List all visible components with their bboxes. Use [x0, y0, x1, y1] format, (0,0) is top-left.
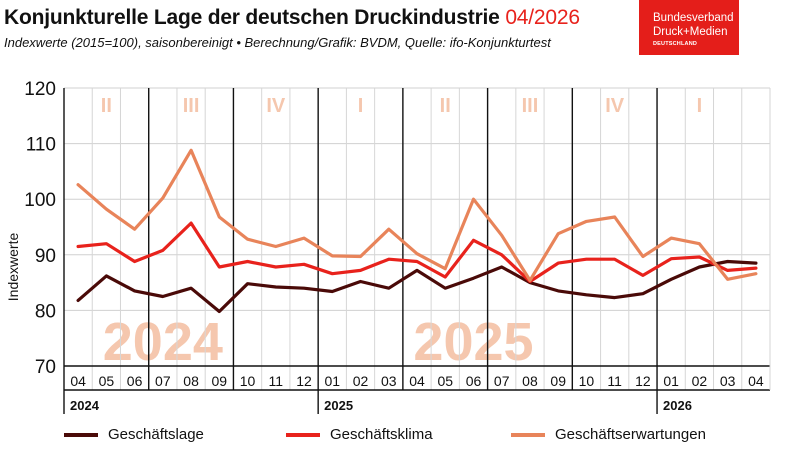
quarter-label: II — [440, 95, 451, 117]
title-text: Konjunkturelle Lage der deutschen Drucki… — [4, 6, 500, 29]
x-tick-label: 06 — [127, 373, 143, 389]
x-tick-label: 04 — [409, 373, 425, 389]
x-tick-label: 02 — [353, 373, 369, 389]
x-tick-label: 01 — [663, 373, 679, 389]
watermark-year-1: 2025 — [413, 312, 533, 372]
y-tick-label: 100 — [24, 190, 56, 211]
x-tick-label: 02 — [692, 373, 708, 389]
year-label: 2026 — [663, 398, 692, 413]
year-label: 2024 — [70, 398, 100, 413]
x-tick-label: 08 — [183, 373, 199, 389]
x-tick-label: 08 — [522, 373, 538, 389]
logo-line-1: Bundesverband — [653, 12, 734, 24]
bvdm-logo: Bundesverband Druck+Medien DEUTSCHLAND — [639, 0, 739, 55]
logo-line-2: Druck+Medien — [653, 26, 728, 38]
x-tick-label: 07 — [155, 373, 171, 389]
page-subtitle: Indexwerte (2015=100), saisonbereinigt •… — [4, 35, 551, 50]
title-date: 04/2026 — [505, 6, 580, 29]
legend-label-erwartungen: Geschäftserwartungen — [555, 426, 706, 443]
x-tick-label: 04 — [70, 373, 86, 389]
series-line-lage — [76, 259, 758, 314]
year-label: 2025 — [324, 398, 353, 413]
chart-legend: Geschäftslage Geschäftsklima Geschäftser… — [0, 426, 800, 448]
legend-swatch-erwartungen — [511, 432, 545, 437]
page-title: Konjunkturelle Lage der deutschen Drucki… — [4, 6, 580, 30]
quarter-label: III — [522, 95, 539, 117]
y-axis-label: Indexwerte — [5, 233, 21, 302]
series-line-erwartungen — [76, 148, 758, 282]
quarter-label: IV — [266, 95, 286, 117]
x-tick-label: 04 — [748, 373, 764, 389]
legend-item-lage: Geschäftslage — [64, 426, 204, 443]
series-line-klima — [76, 221, 758, 284]
y-tick-label: 90 — [35, 246, 56, 267]
x-tick-label: 05 — [99, 373, 115, 389]
legend-label-lage: Geschäftslage — [108, 426, 204, 443]
legend-swatch-lage — [64, 432, 98, 437]
x-tick-label: 10 — [240, 373, 256, 389]
x-tick-label: 03 — [381, 373, 397, 389]
y-tick-label: 110 — [26, 135, 56, 156]
logo-line-3: DEUTSCHLAND — [653, 41, 698, 47]
legend-swatch-klima — [286, 432, 320, 437]
x-tick-label: 12 — [296, 373, 312, 389]
y-tick-label: 80 — [35, 301, 56, 322]
x-tick-label: 12 — [635, 373, 651, 389]
x-tick-label: 03 — [720, 373, 736, 389]
quarter-label: I — [358, 95, 364, 117]
x-tick-label: 01 — [324, 373, 340, 389]
legend-item-erwartungen: Geschäftserwartungen — [511, 426, 706, 443]
quarter-label: II — [101, 95, 112, 117]
quarter-label: IV — [605, 95, 625, 117]
x-tick-label: 07 — [494, 373, 510, 389]
quarter-label: III — [183, 95, 200, 117]
x-tick-label: 06 — [466, 373, 482, 389]
y-tick-label: 120 — [24, 79, 56, 100]
watermark-year-0: 2024 — [103, 312, 223, 372]
x-tick-label: 09 — [212, 373, 228, 389]
x-tick-label: 05 — [437, 373, 453, 389]
x-tick-label: 09 — [550, 373, 566, 389]
quarter-label: I — [697, 95, 703, 117]
x-tick-label: 11 — [607, 373, 622, 389]
legend-label-klima: Geschäftsklima — [330, 426, 433, 443]
legend-item-klima: Geschäftsklima — [286, 426, 433, 443]
x-tick-label: 10 — [579, 373, 595, 389]
x-tick-label: 11 — [269, 373, 284, 389]
y-tick-label: 70 — [35, 357, 56, 378]
